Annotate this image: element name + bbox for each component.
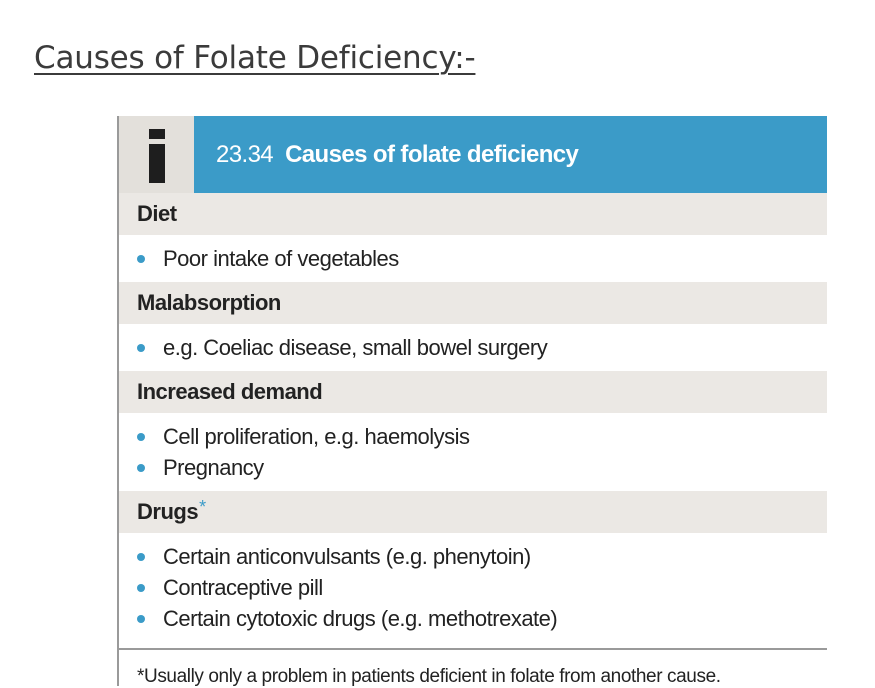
page-title: Causes of Folate Deficiency:- [34,40,476,76]
section-heading-diet: Diet [119,193,827,235]
info-icon-cell [119,116,194,193]
section-items-drugs: Certain anticonvulsants (e.g. phenytoin)… [119,533,827,642]
bullet-icon [137,432,145,441]
info-i-icon [147,127,167,183]
bullet-icon [137,614,145,623]
list-item: Certain cytotoxic drugs (e.g. methotrexa… [137,603,827,634]
bullet-icon [137,583,145,592]
section-heading-label: Increased demand [137,379,323,404]
box-header: 23.34 Causes of folate deficiency [119,116,827,193]
section-heading-label: Drugs [137,499,199,524]
list-item: Cell proliferation, e.g. haemolysis [137,421,827,452]
list-item-text: e.g. Coeliac disease, small bowel surger… [163,334,548,360]
bullet-icon [137,254,145,263]
bullet-icon [137,343,145,352]
section-heading-label: Diet [137,201,177,226]
section-items-increased-demand: Cell proliferation, e.g. haemolysis Preg… [119,413,827,491]
list-item: Contraceptive pill [137,572,827,603]
footnote: *Usually only a problem in patients defi… [119,648,827,688]
list-item: Certain anticonvulsants (e.g. phenytoin) [137,541,827,572]
bullet-icon [137,552,145,561]
section-heading-label: Malabsorption [137,290,281,315]
bullet-icon [137,463,145,472]
list-item: Poor intake of vegetables [137,243,827,274]
section-heading-drugs: Drugs * [119,491,827,533]
list-item-text: Pregnancy [163,454,264,480]
section-items-diet: Poor intake of vegetables [119,235,827,282]
box-title-bar: 23.34 Causes of folate deficiency [194,116,827,193]
footnote-marker: * [199,496,206,517]
list-item-text: Cell proliferation, e.g. haemolysis [163,423,470,449]
list-item-text: Certain anticonvulsants (e.g. phenytoin) [163,543,531,569]
list-item: e.g. Coeliac disease, small bowel surger… [137,332,827,363]
section-heading-increased-demand: Increased demand [119,371,827,413]
section-items-malabsorption: e.g. Coeliac disease, small bowel surger… [119,324,827,371]
list-item-text: Certain cytotoxic drugs (e.g. methotrexa… [163,605,558,631]
section-heading-malabsorption: Malabsorption [119,282,827,324]
box-number: 23.34 [216,140,274,168]
list-item: Pregnancy [137,452,827,483]
list-item-text: Contraceptive pill [163,574,323,600]
info-box: 23.34 Causes of folate deficiency Diet P… [117,116,827,688]
box-title: Causes of folate deficiency [285,140,579,168]
list-item-text: Poor intake of vegetables [163,245,399,271]
